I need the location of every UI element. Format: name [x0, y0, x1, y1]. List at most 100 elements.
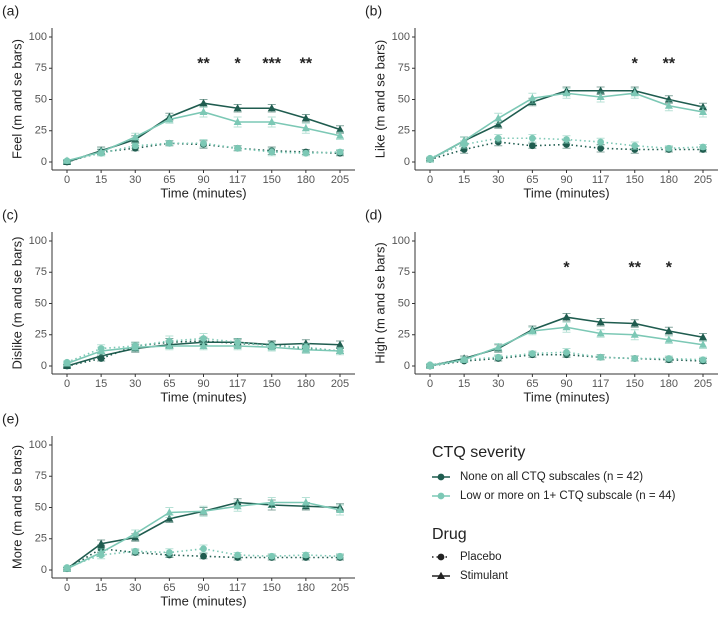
point — [165, 549, 173, 556]
y-axis-label: High (m and se bars) — [372, 242, 387, 363]
point — [562, 323, 571, 331]
x-tick-label: 0 — [64, 174, 70, 186]
point — [426, 155, 434, 163]
point — [528, 350, 536, 357]
legend-marker — [437, 473, 445, 481]
point — [596, 92, 605, 100]
point — [200, 552, 207, 560]
point — [460, 355, 469, 363]
point — [131, 547, 139, 555]
point — [631, 355, 639, 362]
point — [97, 351, 106, 359]
legend-marker — [437, 571, 445, 579]
point — [699, 356, 707, 364]
line — [429, 351, 704, 366]
x-tick-label: 117 — [592, 378, 610, 390]
point — [528, 94, 537, 102]
x-tick-label: 15 — [458, 378, 470, 390]
x-tick-label: 65 — [163, 582, 175, 594]
y-axis-label: Dislike (m and se bars) — [9, 237, 24, 370]
point — [267, 104, 276, 112]
point — [97, 147, 106, 155]
point — [97, 548, 106, 556]
point — [301, 345, 310, 353]
x-tick-label: 180 — [297, 378, 315, 390]
significance: ** — [300, 56, 313, 73]
y-tick-label: 75 — [35, 470, 47, 482]
point — [664, 326, 673, 334]
x-tick-label: 205 — [694, 174, 712, 186]
x-tick-label: 180 — [297, 582, 315, 594]
point — [234, 144, 242, 152]
x-tick-label: 30 — [492, 378, 504, 390]
point — [699, 143, 707, 151]
point — [494, 114, 503, 122]
y-tick-label: 25 — [35, 329, 47, 341]
point — [97, 346, 106, 354]
point — [699, 102, 707, 110]
point — [597, 353, 605, 361]
point — [494, 353, 502, 361]
y-tick-label: 0 — [41, 156, 47, 168]
x-tick-label: 15 — [95, 174, 107, 186]
legend-label: None on all CTQ subscales (n = 42) — [460, 471, 643, 483]
x-tick-label: 15 — [95, 582, 107, 594]
x-tick-label: 180 — [297, 174, 315, 186]
x-tick-label: 30 — [129, 582, 141, 594]
point — [528, 134, 536, 142]
y-tick-label: 50 — [35, 501, 47, 513]
x-tick-label: 205 — [694, 378, 712, 390]
point — [664, 335, 673, 343]
point — [268, 552, 276, 560]
x-tick-label: 150 — [263, 582, 281, 594]
point — [233, 117, 242, 125]
x-tick-label: 0 — [427, 378, 433, 390]
point — [528, 142, 536, 150]
point — [131, 132, 140, 140]
point — [528, 326, 537, 334]
y-tick-label: 75 — [35, 266, 47, 278]
point — [165, 139, 173, 147]
x-tick-label: 117 — [229, 174, 247, 186]
x-axis-label: Time (minutes) — [160, 389, 246, 404]
point — [233, 104, 242, 112]
y-tick-label: 25 — [35, 125, 47, 137]
y-tick-label: 75 — [398, 266, 410, 278]
x-tick-label: 30 — [492, 174, 504, 186]
point — [165, 508, 174, 516]
x-tick-label: 90 — [197, 378, 209, 390]
x-axis-label: Time (minutes) — [523, 389, 609, 404]
line — [66, 547, 341, 569]
point — [63, 156, 71, 164]
y-tick-label: 50 — [398, 297, 410, 309]
point — [563, 348, 570, 356]
legend-label: Low or more on 1+ CTQ subscale (n = 44) — [460, 490, 676, 502]
point — [233, 502, 242, 510]
x-tick-label: 117 — [592, 174, 610, 186]
point — [562, 89, 571, 97]
point — [268, 148, 276, 156]
point — [301, 498, 310, 506]
x-tick-label: 90 — [197, 174, 209, 186]
x-tick-label: 0 — [427, 174, 433, 186]
x-tick-label: 65 — [163, 174, 175, 186]
x-tick-label: 90 — [560, 174, 572, 186]
point — [494, 134, 502, 142]
y-tick-label: 100 — [392, 31, 410, 43]
point — [233, 341, 242, 349]
x-tick-label: 0 — [64, 582, 70, 594]
point — [301, 114, 310, 122]
significance: * — [563, 260, 570, 277]
x-tick-label: 205 — [331, 174, 349, 186]
point — [336, 552, 344, 560]
x-tick-label: 150 — [263, 378, 281, 390]
y-tick-label: 100 — [29, 439, 47, 451]
point — [630, 89, 639, 97]
x-tick-label: 150 — [626, 174, 644, 186]
y-tick-label: 50 — [35, 297, 47, 309]
y-tick-label: 0 — [404, 156, 410, 168]
point — [302, 149, 310, 157]
point — [199, 107, 208, 115]
significance: ** — [629, 260, 642, 277]
point — [301, 124, 310, 132]
